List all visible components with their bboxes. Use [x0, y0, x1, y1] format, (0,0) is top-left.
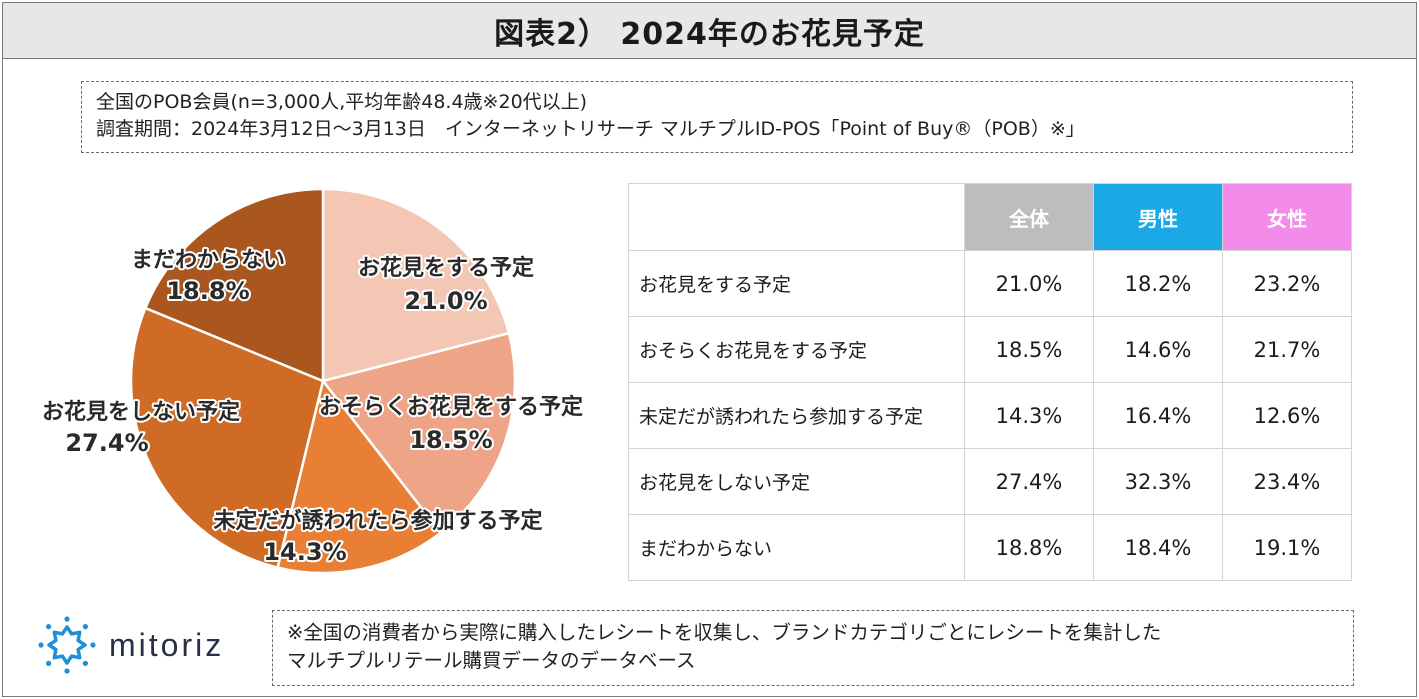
- title-bar: 図表2） 2024年のお花見予定: [3, 3, 1416, 59]
- table-cell: 14.6%: [1093, 316, 1223, 383]
- table-cell: 18.4%: [1093, 514, 1223, 581]
- table-row: まだわからない 18.8% 18.4% 19.1%: [628, 514, 1352, 581]
- table-cell: 21.7%: [1222, 316, 1352, 383]
- pie-chart-svg: お花見をする予定 21.0% おそらくお花見をする予定 18.5% 未定だが誘われたら参…: [40, 187, 585, 575]
- table-row: 未定だが誘われたら参加する予定 14.3% 16.4% 12.6%: [628, 382, 1352, 449]
- table-row: お花見をしない予定 27.4% 32.3% 23.4%: [628, 448, 1352, 515]
- pie-value-label-1: 21.0%: [404, 287, 487, 315]
- footnote: ※全国の消費者から実際に購入したレシートを収集し、ブランドカテゴリごとにレシート…: [272, 610, 1354, 686]
- table-cell: 21.0%: [964, 250, 1094, 317]
- pie-value-label-3: 14.3%: [263, 538, 346, 566]
- table-cell: 27.4%: [964, 448, 1094, 515]
- pie-slice-2: [320, 331, 517, 535]
- table-row-label: 未定だが誘われたら参加する予定: [628, 382, 965, 449]
- table-row: お花見をする予定 21.0% 18.2% 23.2%: [628, 250, 1352, 317]
- table-row-label: お花見をしない予定: [628, 448, 965, 515]
- figure-title: 図表2） 2024年のお花見予定: [494, 16, 925, 52]
- pie-category-label-4: お花見をしない予定: [42, 399, 240, 425]
- pie-category-label-5: まだわからない: [131, 248, 285, 273]
- table-cell: 32.3%: [1093, 448, 1223, 515]
- results-table: 全体 男性 女性 お花見をする予定 21.0% 18.2% 23.2% おそらくお花見をする…: [628, 183, 1352, 581]
- table-row-label: おそらくお花見をする予定: [628, 316, 965, 383]
- pie-value-label-5: 18.8%: [166, 277, 249, 305]
- pie-value-label-2: 18.5%: [409, 426, 492, 454]
- table-cell: 18.2%: [1093, 250, 1223, 317]
- pie-value-label-4: 27.4%: [65, 429, 148, 457]
- pie-slices: [129, 187, 517, 575]
- table-body: お花見をする予定 21.0% 18.2% 23.2% おそらくお花見をする予定 18.5%…: [628, 250, 1352, 581]
- table-row-label: まだわからない: [628, 514, 965, 581]
- logo-text: mitoriz: [109, 626, 225, 663]
- pie-slice-5: [143, 187, 325, 383]
- table-header-1: 全体: [964, 183, 1094, 251]
- pie-category-label-3: 未定だが誘われたら参加する予定: [214, 508, 543, 534]
- table-corner-cell: [628, 183, 965, 251]
- pie-category-label-2: おそらくお花見をする予定: [319, 394, 583, 420]
- footnote-line2: マルチプルリテール購買データのデータベース: [287, 649, 696, 672]
- pie-labels: お花見をする予定 21.0% おそらくお花見をする予定 18.5% 未定だが誘われたら参…: [40, 246, 585, 568]
- pie-slice-3: [276, 378, 443, 575]
- table-cell: 16.4%: [1093, 382, 1223, 449]
- table-cell: 19.1%: [1222, 514, 1352, 581]
- table-cell: 23.2%: [1222, 250, 1352, 317]
- footnote-line1: ※全国の消費者から実際に購入したレシートを収集し、ブランドカテゴリごとにレシート…: [287, 621, 1162, 644]
- pie-slice-4: [129, 306, 325, 570]
- pie-chart: お花見をする予定 21.0% おそらくお花見をする予定 18.5% 未定だが誘われたら参…: [3, 163, 623, 593]
- table-header-row: 全体 男性 女性: [628, 183, 1352, 251]
- table-row-label: お花見をする予定: [628, 250, 965, 317]
- survey-notes-line2: 調査期間：2024年3月12日～3月13日 インターネットリサーチ マルチプルI…: [96, 118, 1085, 140]
- survey-notes-line1: 全国のPOB会員(n=3,000人,平均年齢48.4歳※20代以上): [96, 91, 588, 113]
- pie-slice-1: [321, 187, 511, 383]
- table-cell: 23.4%: [1222, 448, 1352, 515]
- table-cell: 12.6%: [1222, 382, 1352, 449]
- mitoriz-logo-icon: [38, 616, 96, 674]
- pie-category-label-1: お花見をする予定: [358, 255, 534, 281]
- table-header-3: 女性: [1222, 183, 1352, 251]
- table-cell: 18.5%: [964, 316, 1094, 383]
- table-cell: 14.3%: [964, 382, 1094, 449]
- table-cell: 18.8%: [964, 514, 1094, 581]
- brand-logo: mitoriz: [35, 615, 265, 675]
- table-header-2: 男性: [1093, 183, 1223, 251]
- survey-notes: 全国のPOB会員(n=3,000人,平均年齢48.4歳※20代以上) 調査期間：…: [81, 81, 1353, 153]
- table-row: おそらくお花見をする予定 18.5% 14.6% 21.7%: [628, 316, 1352, 383]
